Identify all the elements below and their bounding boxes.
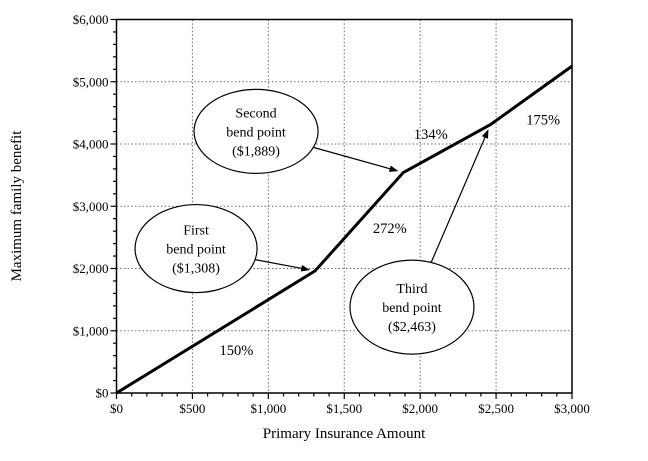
y-tick-label: $0 [96, 386, 109, 401]
y-axis-title: Maximum family benefit [9, 130, 25, 282]
x-axis-title: Primary Insurance Amount [263, 426, 426, 442]
annotation-arrow [313, 146, 392, 170]
annotation-text-line: ($1,308) [172, 262, 220, 277]
series-layer [115, 64, 573, 395]
x-tick-label: $2,000 [402, 401, 438, 416]
annotation-text-line: bend point [166, 243, 226, 258]
x-tick-label: $500 [179, 401, 205, 416]
annotation-text-line: ($2,463) [388, 320, 436, 335]
annotation-text-line: ($1,889) [232, 144, 280, 159]
annotation-text-line: Second [235, 106, 276, 121]
y-tick-label: $3,000 [73, 199, 109, 214]
y-tick-label: $2,000 [73, 261, 109, 276]
x-tick-label: $1,500 [326, 401, 362, 416]
x-tick-label: $1,000 [250, 401, 286, 416]
annotation-ellipse [134, 203, 258, 294]
annotation-first-bend-point: First bend point ($1,308) [134, 203, 311, 294]
annotation-arrowhead [300, 265, 311, 272]
annotation-arrow [430, 135, 487, 263]
annotation-text-line: Third [396, 282, 427, 297]
slope-label-150: 150% [220, 343, 254, 359]
annotation-text-line: First [183, 224, 209, 239]
axis-layer: $0 $500 $1,000 $1,500 $2,000 $2,500 $3,000 $0 $1… [73, 12, 590, 416]
annotation-arrowhead [388, 165, 399, 172]
y-tick-label: $5,000 [73, 74, 109, 89]
x-tick-label: $0 [110, 401, 123, 416]
y-tick-label: $1,000 [73, 323, 109, 338]
annotation-arrowhead [481, 129, 489, 139]
slope-label-175: 175% [526, 113, 560, 129]
slope-label-layer: 150% 272% 134% 175% [220, 113, 561, 359]
annotation-ellipse [349, 259, 475, 355]
annotation-second-bend-point: Second bend point ($1,889) [193, 88, 399, 174]
y-tick-label: $4,000 [73, 137, 109, 152]
y-tick-label: $6,000 [73, 12, 109, 27]
x-tick-label: $2,500 [478, 401, 514, 416]
annotation-text-line: bend point [226, 125, 286, 140]
slope-label-134: 134% [414, 127, 448, 143]
annotation-layer: First bend point ($1,308) Second bend point (… [134, 88, 489, 355]
annotation-third-bend-point: Third bend point ($2,463) [349, 129, 489, 355]
x-tick-label: $3,000 [554, 401, 590, 416]
annotation-text-line: bend point [382, 301, 442, 316]
slope-label-272: 272% [373, 221, 407, 237]
annotation-ellipse [193, 88, 319, 174]
benefit-line [115, 64, 573, 395]
annotation-arrow [254, 259, 304, 270]
